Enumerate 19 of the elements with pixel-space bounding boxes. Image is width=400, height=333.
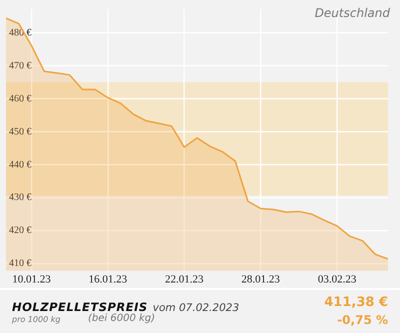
text: HOLZPELLETSPREIS	[12, 300, 148, 314]
x-tick-label: 03.02.23	[318, 273, 357, 286]
text: -0,75 %	[337, 313, 388, 327]
x-tick-label: 10.01.23	[12, 273, 52, 286]
y-tick-label: 450 €	[9, 126, 32, 138]
y-tick-label: 410 €	[9, 258, 32, 270]
y-tick-label: 440 €	[9, 159, 32, 170]
y-tick-label: 460 €	[9, 93, 32, 104]
y-tick-label: 470 €	[9, 60, 32, 72]
annotation: Deutschland	[314, 6, 390, 20]
x-tick-label: 22.01.23	[165, 273, 204, 286]
y-tick-label: 420 €	[9, 225, 32, 236]
x-tick-label: 16.01.23	[88, 273, 128, 286]
text: pro 1000 kg	[12, 315, 60, 324]
text: 411,38 €	[324, 295, 388, 310]
y-tick-label: 430 €	[9, 192, 32, 204]
text: (bei 6000 kg)	[88, 313, 156, 324]
text: vom 07.02.2023	[152, 302, 240, 314]
x-tick-label: 28.01.23	[241, 273, 280, 286]
